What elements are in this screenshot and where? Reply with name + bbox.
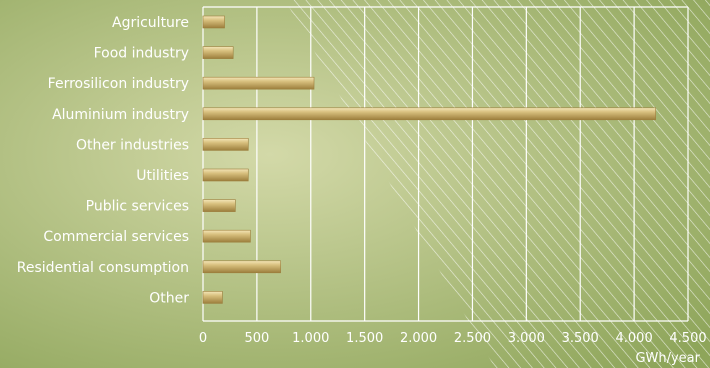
x-tick-label: 3.000	[508, 331, 545, 346]
bar	[202, 138, 249, 151]
x-axis-unit-label: GWh/year	[635, 351, 700, 366]
category-label: Agriculture	[112, 15, 189, 31]
bar	[202, 76, 315, 90]
x-tick-label: 0	[199, 331, 207, 346]
category-label: Other	[149, 290, 189, 306]
category-label: Other industries	[76, 137, 189, 153]
category-label: Utilities	[136, 168, 189, 184]
category-label: Public services	[86, 199, 189, 215]
x-tick-label: 3.500	[562, 331, 599, 346]
x-tick-label: 500	[244, 331, 269, 346]
bar	[202, 107, 656, 121]
bar	[202, 260, 281, 274]
x-tick-label: 2.500	[454, 331, 491, 346]
bar	[202, 168, 249, 182]
x-tick-labels: 0 500 1.000 1.500 2.000 2.500 3.000 3.500 4.000 4…	[199, 331, 707, 346]
bar	[202, 15, 225, 29]
bar	[202, 46, 234, 59]
hatched-decoration	[285, 0, 710, 368]
bar	[202, 291, 223, 304]
category-label: Aluminium industry	[52, 107, 189, 123]
category-label: Commercial services	[43, 229, 189, 245]
x-tick-label: 1.000	[292, 331, 329, 346]
x-tick-label: 4.000	[616, 331, 653, 346]
category-label: Ferrosilicon industry	[48, 76, 189, 92]
x-tick-label: 1.500	[346, 331, 383, 346]
x-tick-label: 2.000	[400, 331, 437, 346]
x-tick-label: 4.500	[669, 331, 706, 346]
category-label: Food industry	[94, 46, 189, 62]
bar	[202, 199, 236, 212]
bars	[202, 15, 656, 304]
bar	[202, 229, 251, 243]
category-labels: Agriculture Food industry Ferrosilicon ind…	[17, 15, 189, 306]
category-label: Residential consumption	[17, 260, 189, 276]
